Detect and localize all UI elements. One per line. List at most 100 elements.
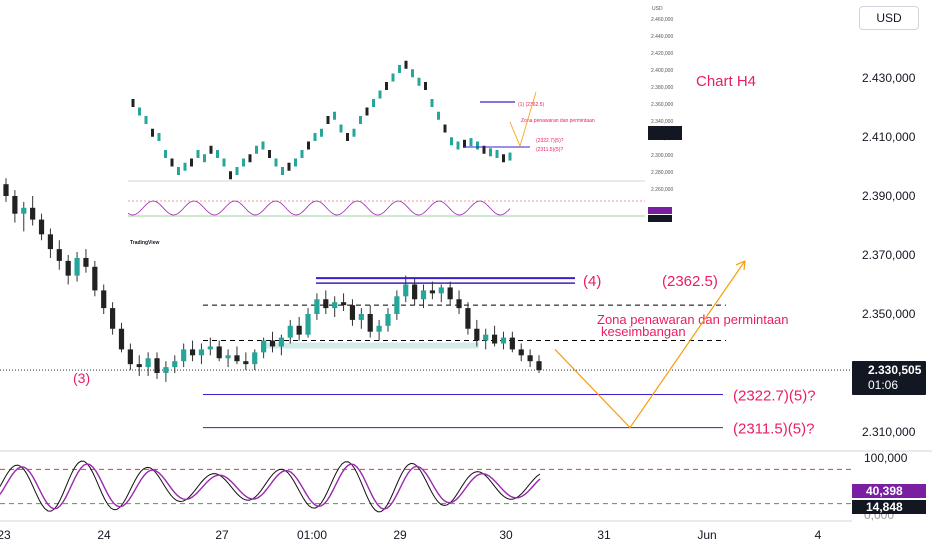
inset-candle <box>248 154 252 163</box>
inset-candle <box>326 116 330 124</box>
candle-body <box>483 334 489 341</box>
last-price-badge <box>852 361 926 396</box>
candle-body <box>278 337 284 347</box>
inset-candle <box>203 154 206 163</box>
candle-body <box>385 314 391 326</box>
inset-candle <box>508 152 512 161</box>
candle-body <box>447 287 453 300</box>
inset-candle <box>365 107 369 116</box>
candle-body <box>296 325 302 335</box>
inset-candle <box>385 82 388 90</box>
candle-body <box>56 249 62 261</box>
inset-candle <box>131 99 135 107</box>
stoch-tick-100: 100,000 <box>864 451 908 465</box>
candle-body <box>536 361 542 371</box>
price-tick-label: 2.430,000 <box>862 71 916 85</box>
inset-candle <box>216 150 219 158</box>
inset-candle <box>320 128 323 137</box>
inset-candle <box>463 139 466 148</box>
inset-candle <box>489 148 492 157</box>
candle-body <box>394 296 400 314</box>
candle-body <box>145 358 151 368</box>
candle-body <box>340 302 347 306</box>
inset-price-tick: 2.380,000 <box>651 85 673 91</box>
inset-candle <box>196 150 200 158</box>
inset-candle <box>430 99 434 107</box>
inset-title: Chart H4 <box>696 73 756 90</box>
time-tick-label: 31 <box>597 528 611 542</box>
inset-candle <box>222 158 226 167</box>
candle-body <box>358 314 364 320</box>
inset-candle <box>398 65 401 73</box>
inset-candle <box>294 158 297 167</box>
h4-inset-chart: Chart H4 USD 2.460,000 2.440,000 2.420,000 2.… <box>127 0 756 246</box>
candle-body <box>465 308 471 329</box>
inset-candle <box>170 158 174 167</box>
inset-annotation: (1) (2362.5) <box>518 102 544 108</box>
candle-body <box>225 355 231 359</box>
level-label: (2322.7)(5)? <box>733 388 816 405</box>
inset-osc-badge <box>648 207 672 214</box>
candle-body <box>30 207 36 220</box>
inset-candle <box>307 141 310 150</box>
stoch-k-value: 14,848 <box>866 500 903 514</box>
candle-body <box>189 349 196 356</box>
inset-price-tick: 2.420,000 <box>651 51 673 57</box>
time-tick-label: 29 <box>393 528 407 542</box>
stoch-d-line <box>0 463 541 510</box>
price-axis[interactable]: 2.430,000 2.410,000 2.390,000 2.370,000 2.35… <box>852 71 926 439</box>
candle-body <box>74 257 80 276</box>
price-tick-label: 2.310,000 <box>862 425 916 439</box>
stoch-d-value: 40,398 <box>866 484 903 498</box>
inset-annotation: (2311.5)(5)? <box>536 147 563 153</box>
candle-body <box>367 314 373 332</box>
annotations: (3) (2362.5) Zona penawaran dan permintaan… <box>73 260 789 429</box>
inset-candle <box>157 133 161 141</box>
inset-candle <box>333 111 336 120</box>
stoch-d-badge <box>852 484 926 498</box>
candle-body <box>323 299 329 309</box>
inset-candle <box>209 145 213 154</box>
stoch-k-badge <box>852 500 926 514</box>
candle-body <box>376 325 382 332</box>
price-tick-label: 2.410,000 <box>862 130 916 144</box>
inset-candle <box>183 162 187 171</box>
target-2362-label: (2362.5) <box>662 273 718 290</box>
inset-candle <box>281 167 284 175</box>
candle-body <box>252 352 258 365</box>
inset-candle <box>443 124 447 133</box>
inset-price-tick: 2.300,000 <box>651 153 673 159</box>
candle-body <box>438 287 444 294</box>
candle-body <box>163 367 169 373</box>
inset-candle <box>424 82 427 90</box>
inset-candle <box>229 171 232 180</box>
candle-body <box>305 314 311 335</box>
candle-body <box>65 260 71 276</box>
inset-candle <box>495 150 499 158</box>
candle-body <box>12 196 18 214</box>
candle-body <box>287 325 293 338</box>
inset-price-tick: 2.440,000 <box>651 34 673 40</box>
time-tick-label: 30 <box>499 528 513 542</box>
countdown-label: 01:06 <box>868 378 898 392</box>
candle-body <box>269 340 276 347</box>
candle-body <box>38 219 45 235</box>
inset-candle <box>268 150 271 158</box>
inset-osc-badge <box>648 215 672 222</box>
inset-candle <box>190 158 193 167</box>
inset-candle <box>391 73 395 82</box>
inset-candle <box>339 124 343 133</box>
last-price-label: 2.330,505 <box>868 363 922 377</box>
candle-body <box>47 234 54 250</box>
inset-candle <box>437 111 440 120</box>
time-axis[interactable]: 23 24 27 01:00 29 30 31 Jun 4 <box>0 520 852 542</box>
candle-body <box>456 299 462 309</box>
zone-label: Zona penawaran dan permintaan <box>597 312 789 327</box>
candle-body <box>101 290 107 309</box>
price-levels: (4) (2322.7)(5)? (2311.5)(5)? <box>0 273 852 438</box>
inset-candle <box>242 158 245 167</box>
currency-button[interactable]: USD <box>859 6 919 30</box>
candle-body <box>198 349 205 356</box>
inset-candle <box>502 154 505 163</box>
